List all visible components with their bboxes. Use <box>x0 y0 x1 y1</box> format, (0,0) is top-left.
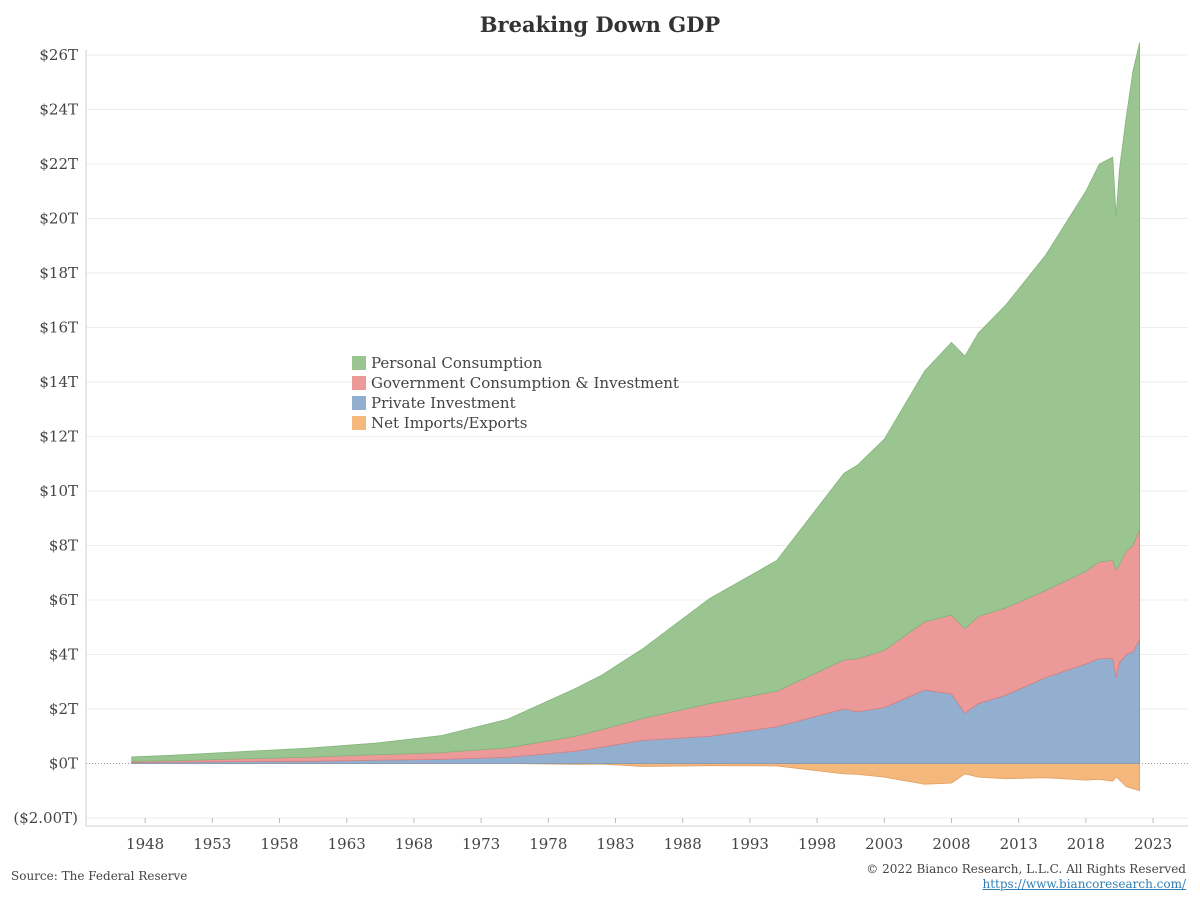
x-tick-label: 2018 <box>1067 835 1105 853</box>
x-axis-ticks: 1948 1953 1958 1963 1968 1973 1978 1983 1988 1993… <box>126 818 1172 853</box>
area-personal-consumption <box>131 42 1141 762</box>
source-note: Source: The Federal Reserve <box>11 869 188 883</box>
legend-label: Net Imports/Exports <box>371 414 527 432</box>
y-tick-label: $26T <box>39 46 78 64</box>
x-tick-label: 1953 <box>193 835 231 853</box>
x-tick-label: 1983 <box>596 835 634 853</box>
y-tick-label: $0T <box>49 755 78 773</box>
copyright-note: © 2022 Bianco Research, L.L.C. All Right… <box>866 862 1186 876</box>
x-tick-label: 1973 <box>462 835 500 853</box>
y-tick-label: $12T <box>39 428 78 446</box>
legend-swatch <box>352 356 366 370</box>
x-tick-label: 1958 <box>260 835 298 853</box>
x-tick-label: 1963 <box>328 835 366 853</box>
y-tick-label: $24T <box>39 101 78 119</box>
chart-title: Breaking Down GDP <box>479 12 721 37</box>
y-tick-label: $10T <box>39 482 78 500</box>
legend-swatch <box>352 376 366 390</box>
y-axis-ticks: $26T $24T $22T $20T $18T $16T $14T $12T $10T $8T $… <box>13 46 78 827</box>
y-tick-label: $6T <box>49 591 78 609</box>
y-tick-label: $14T <box>39 373 78 391</box>
x-tick-label: 1978 <box>529 835 567 853</box>
x-tick-label: 1998 <box>798 835 836 853</box>
axes <box>85 50 1188 827</box>
x-tick-label: 1948 <box>126 835 164 853</box>
x-tick-label: 2008 <box>932 835 970 853</box>
legend-label: Private Investment <box>371 394 516 412</box>
y-tick-label: $2T <box>49 700 78 718</box>
x-tick-label: 1988 <box>664 835 702 853</box>
x-tick-label: 1993 <box>731 835 769 853</box>
legend-label: Personal Consumption <box>371 354 543 372</box>
y-tick-label: ($2.00T) <box>13 809 78 827</box>
x-tick-label: 1968 <box>395 835 433 853</box>
x-tick-label: 2003 <box>865 835 903 853</box>
x-tick-label: 2013 <box>1000 835 1038 853</box>
x-tick-label: 2023 <box>1134 835 1172 853</box>
legend-label: Government Consumption & Investment <box>371 374 679 392</box>
y-tick-label: $4T <box>49 646 78 664</box>
y-tick-label: $16T <box>39 319 78 337</box>
stacked-areas <box>131 42 1141 792</box>
website-link[interactable]: https://www.biancoresearch.com/ <box>982 877 1186 891</box>
legend-swatch <box>352 416 366 430</box>
area-net-imports-exports <box>131 763 1141 792</box>
y-tick-label: $20T <box>39 210 78 228</box>
legend-swatch <box>352 396 366 410</box>
y-tick-label: $8T <box>49 537 78 555</box>
y-tick-label: $22T <box>39 155 78 173</box>
legend: Personal Consumption Government Consumpti… <box>352 354 679 432</box>
y-tick-label: $18T <box>39 264 78 282</box>
